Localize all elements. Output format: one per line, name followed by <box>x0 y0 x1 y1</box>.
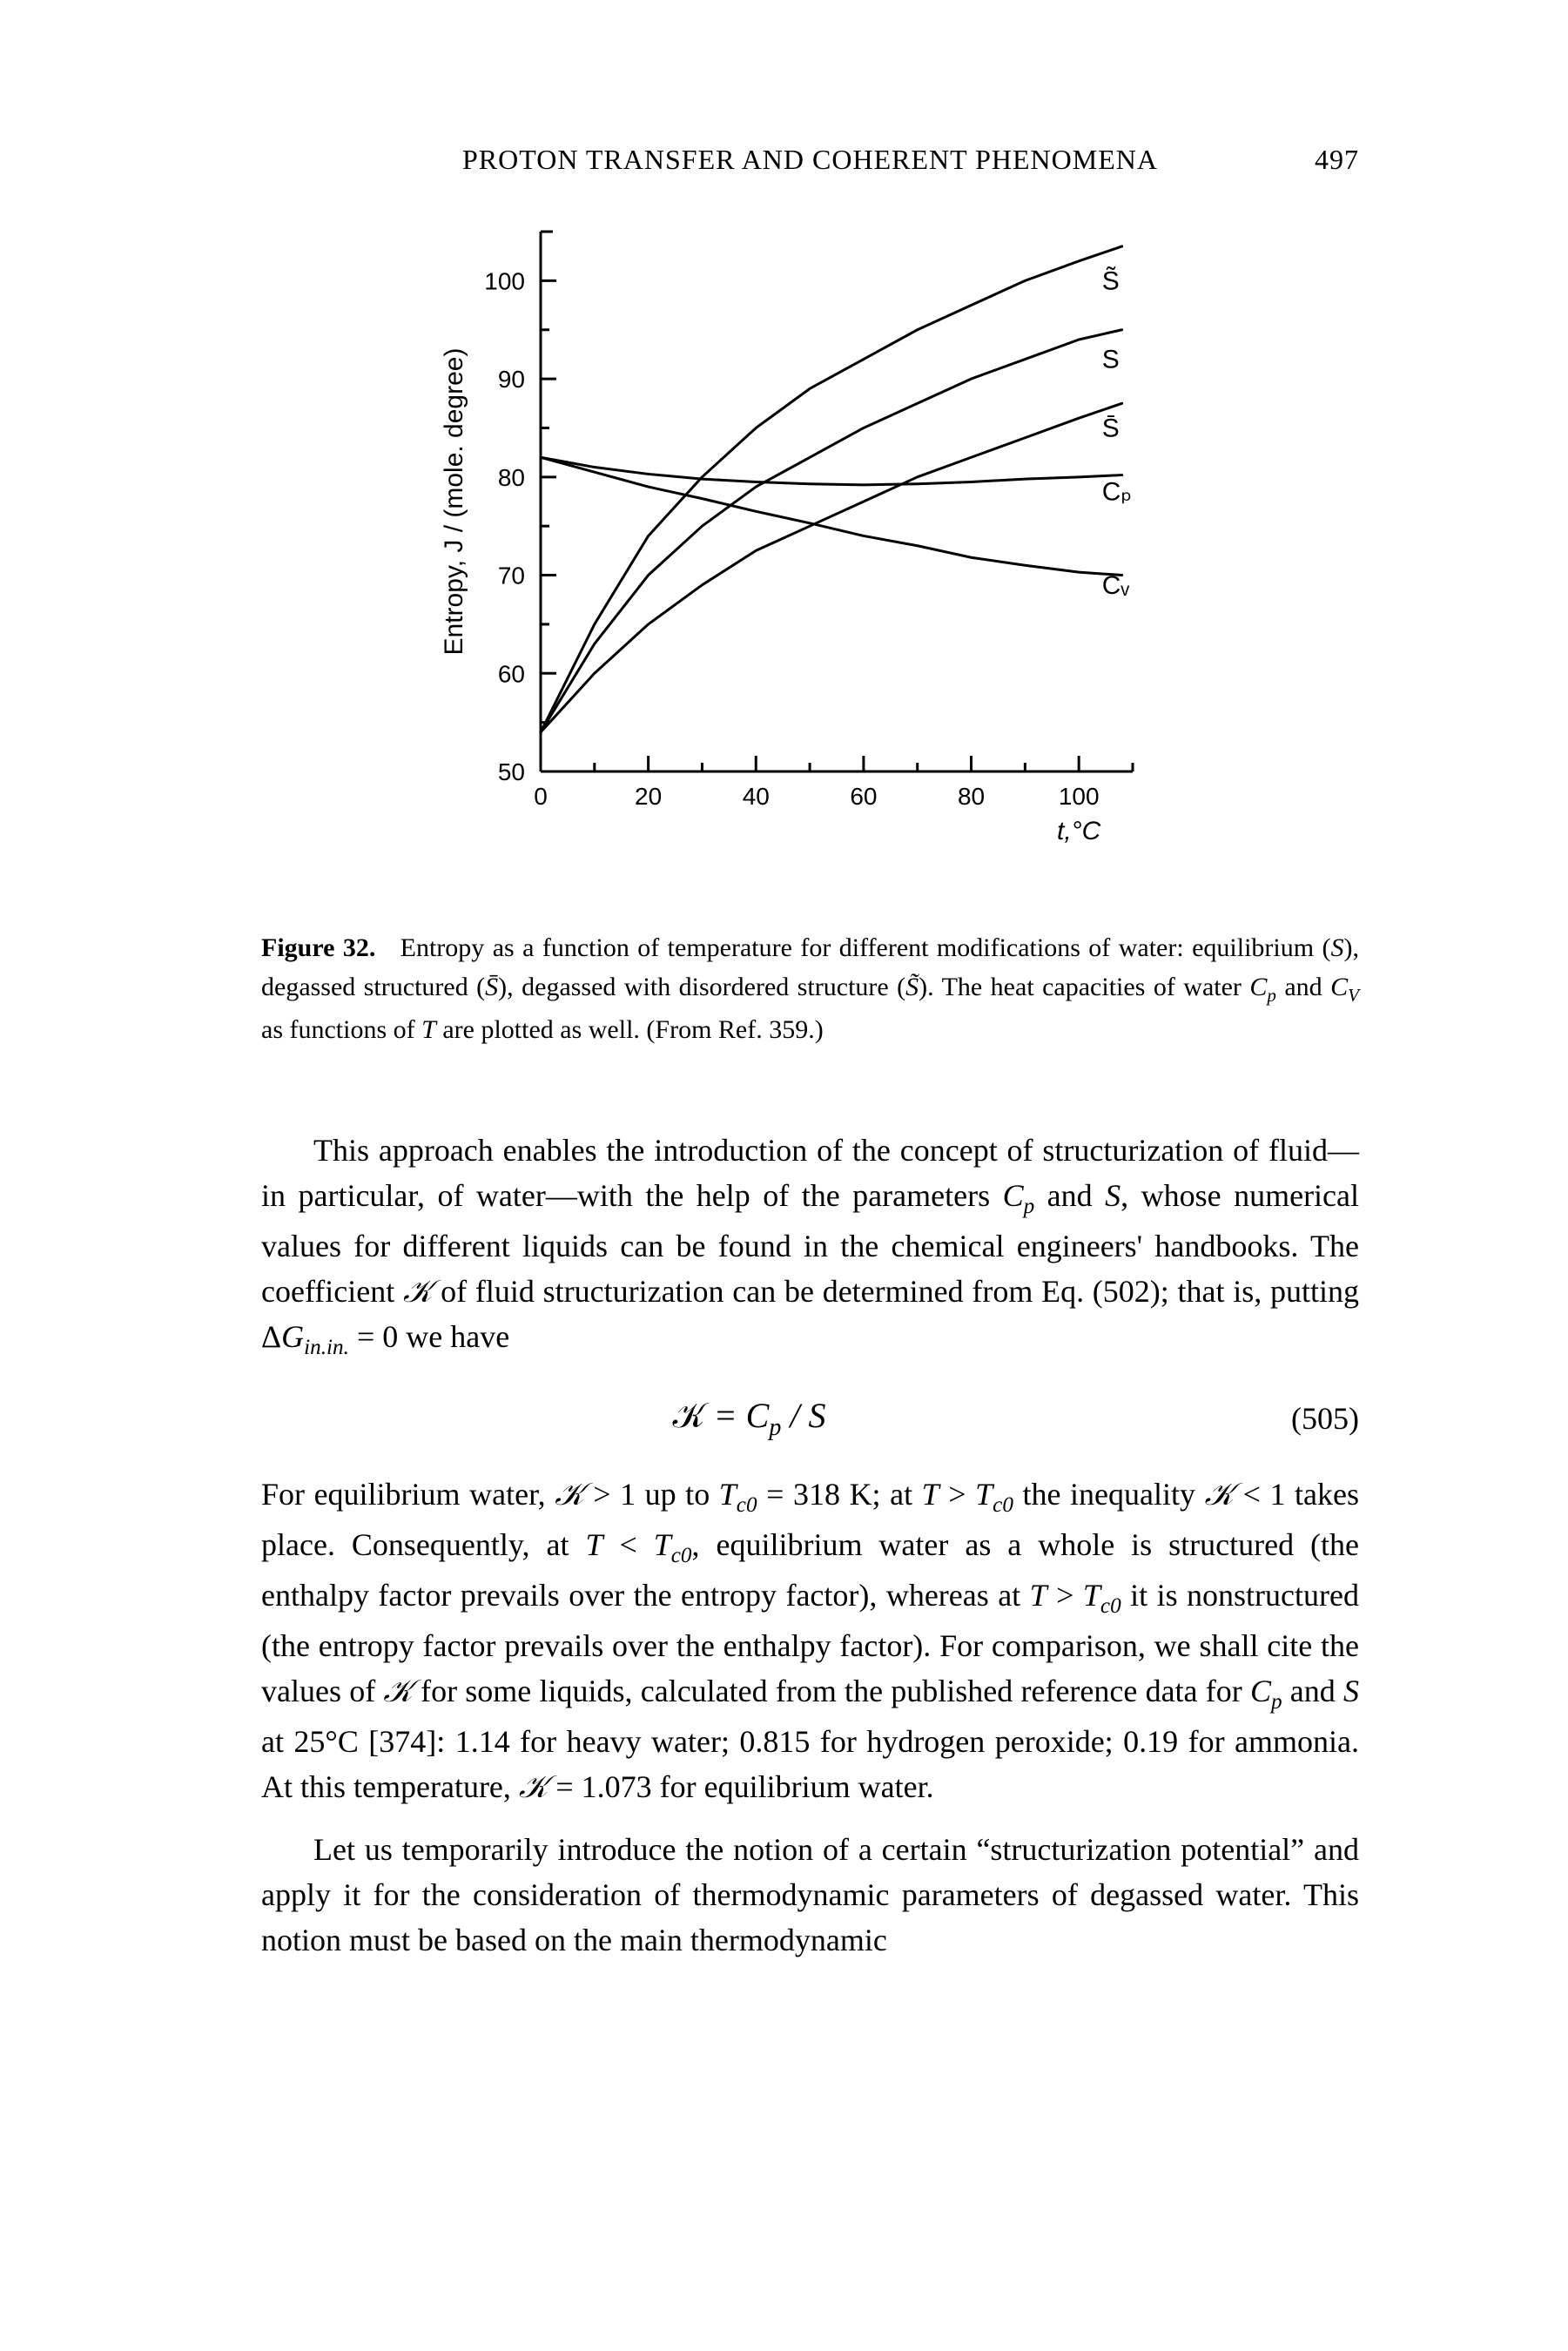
svg-text:80: 80 <box>957 783 984 810</box>
svg-text:100: 100 <box>484 268 525 295</box>
figure-32-caption: Figure 32. Entropy as a function of temp… <box>261 928 1359 1049</box>
header-spacer <box>261 139 366 179</box>
svg-text:80: 80 <box>497 464 524 491</box>
curve-label-S_bar: S̄ <box>1101 414 1119 443</box>
svg-text:60: 60 <box>850 783 877 810</box>
paragraph-2: For equilibrium water, 𝒦 > 1 up to Tc0 =… <box>261 1472 1359 1809</box>
curve-label-S_tilde: S̃ <box>1101 267 1119 296</box>
svg-text:20: 20 <box>635 783 662 810</box>
svg-text:100: 100 <box>1058 783 1099 810</box>
page-number: 497 <box>1255 139 1359 179</box>
svg-text:70: 70 <box>497 562 524 589</box>
svg-text:40: 40 <box>742 783 769 810</box>
svg-text:90: 90 <box>497 366 524 393</box>
svg-text:0: 0 <box>534 783 548 810</box>
curve-S <box>541 330 1122 732</box>
curve-label-Cv: Cᵥ <box>1101 571 1129 600</box>
svg-text:t,°C: t,°C <box>1057 817 1101 845</box>
figure-caption-text: Entropy as a function of temperature for… <box>261 933 1359 1044</box>
curve-label-Cp: Cₚ <box>1101 478 1132 507</box>
figure-32: 50 60 70 80 90 100 0 20 40 60 80 100 t,°C Entropy, J … <box>261 214 1359 876</box>
equation-505: 𝒦 = Cp / S (505) <box>261 1391 1359 1446</box>
paragraph-1: This approach enables the introduction o… <box>261 1128 1359 1364</box>
running-header: PROTON TRANSFER AND COHERENT PHENOMENA 4… <box>261 139 1359 179</box>
header-title: PROTON TRANSFER AND COHERENT PHENOMENA <box>366 139 1255 179</box>
svg-text:50: 50 <box>497 758 524 785</box>
curve-label-S: S <box>1101 346 1119 374</box>
paragraph-3: Let us temporarily introduce the notion … <box>261 1827 1359 1964</box>
svg-text:60: 60 <box>497 661 524 688</box>
figure-32-svg: 50 60 70 80 90 100 0 20 40 60 80 100 t,°C Entropy, J … <box>419 214 1202 876</box>
equation-505-expr: 𝒦 = Cp / S <box>261 1391 1237 1446</box>
curve-S_tilde <box>541 246 1122 732</box>
svg-text:Entropy, J / (mole. degree): Entropy, J / (mole. degree) <box>440 348 468 656</box>
page: PROTON TRANSFER AND COHERENT PHENOMENA 4… <box>0 0 1568 2351</box>
figure-label: Figure 32. <box>261 933 375 962</box>
equation-505-number: (505) <box>1237 1396 1359 1441</box>
